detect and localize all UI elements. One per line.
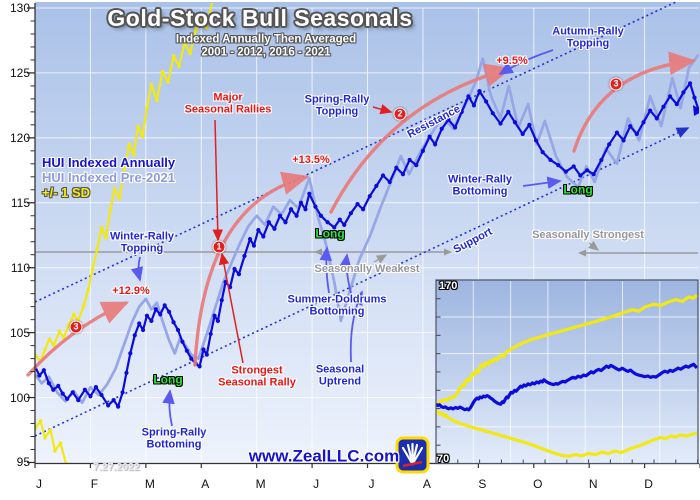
chart-subtitle-years: 2001 - 2012, 2016 - 2021 bbox=[201, 46, 331, 59]
zeal-logo[interactable] bbox=[395, 436, 430, 474]
annotation-seasonal-uptrend: Seasonal Uptrend bbox=[315, 363, 365, 388]
label-winter-rally-pct: +12.9% bbox=[112, 284, 150, 297]
y-tick-label: 115 bbox=[10, 195, 30, 210]
label-long-winter: Long bbox=[563, 182, 593, 197]
legend-hui-indexed: HUI Indexed Annually bbox=[42, 155, 176, 170]
month-label: A bbox=[422, 477, 431, 491]
chart-date: 7.27.2022 bbox=[93, 461, 140, 473]
y-tick-label: 125 bbox=[9, 65, 30, 80]
month-label: O bbox=[533, 477, 543, 491]
trend-channel bbox=[34, 1, 690, 437]
chart-subtitle: Indexed Annually Then Averaged bbox=[175, 33, 357, 46]
neutral-lines bbox=[35, 240, 698, 264]
annotation-seasonally-weakest: Seasonally Weakest bbox=[314, 262, 420, 275]
inset-chart bbox=[435, 279, 699, 465]
month-label: A bbox=[201, 477, 210, 491]
blue-arrows bbox=[130, 49, 562, 427]
month-label: J bbox=[313, 477, 320, 491]
rally-badge-3-right: 3 bbox=[609, 77, 623, 91]
month-label: J bbox=[36, 477, 42, 491]
annotation-major-rallies: Major Seasonal Rallies bbox=[184, 91, 272, 116]
y-tick-label: 105 bbox=[9, 325, 30, 340]
label-autumn-rally-pct: +9.5% bbox=[496, 54, 528, 67]
label-spring-rally-pct: +13.5% bbox=[292, 153, 330, 166]
inset-bottom-label: 70 bbox=[437, 453, 450, 465]
y-tick-label: 100 bbox=[9, 390, 30, 405]
annotation-autumn-rally-topping: Autumn-Rally Topping bbox=[552, 25, 624, 50]
annotation-strongest-rally: Strongest Seasonal Rally bbox=[218, 364, 296, 389]
rally-badge-1: 1 bbox=[212, 240, 226, 254]
annotation-seasonally-strongest: Seasonally Strongest bbox=[532, 228, 644, 241]
website-link[interactable]: www.ZealLLC.com bbox=[248, 446, 400, 466]
month-label: F bbox=[90, 477, 99, 491]
label-long-summer: Long bbox=[315, 226, 345, 241]
month-label: D bbox=[644, 477, 653, 491]
y-tick-label: 95 bbox=[16, 455, 30, 470]
y-tick-label: 110 bbox=[10, 260, 30, 275]
y-tick-label: 120 bbox=[9, 130, 30, 145]
rally-badge-3-left: 3 bbox=[69, 320, 83, 334]
month-label: M bbox=[255, 477, 266, 491]
month-label: S bbox=[478, 477, 487, 491]
blue-end-arrow bbox=[693, 105, 699, 116]
month-label: M bbox=[144, 477, 155, 491]
annotation-summer-doldrums: Summer-Doldrums Bottoming bbox=[287, 293, 387, 318]
label-long-spring: Long bbox=[153, 372, 183, 387]
support-line bbox=[34, 127, 690, 437]
legend-hui-pre2021: HUI Indexed Pre-2021 bbox=[42, 170, 175, 185]
chart-title: Gold-Stock Bull Seasonals bbox=[107, 5, 413, 32]
red-pointers bbox=[212, 104, 393, 364]
rally-badge-2: 2 bbox=[393, 107, 407, 121]
y-tick-label: 130 bbox=[9, 1, 30, 15]
annotation-spring-rally-bottoming: Spring-Rally Bottoming bbox=[141, 426, 207, 451]
month-label: N bbox=[588, 477, 598, 491]
legend-sd-band: +/- 1 SD bbox=[42, 185, 91, 200]
month-label: J bbox=[368, 477, 375, 491]
annotation-winter-rally-topping: Winter-Rally Topping bbox=[109, 230, 175, 255]
inset-top-label: 170 bbox=[439, 280, 458, 292]
annotation-winter-rally-bottoming: Winter-Rally Bottoming bbox=[447, 173, 513, 198]
annotation-spring-rally-topping: Spring-Rally Topping bbox=[304, 93, 370, 118]
